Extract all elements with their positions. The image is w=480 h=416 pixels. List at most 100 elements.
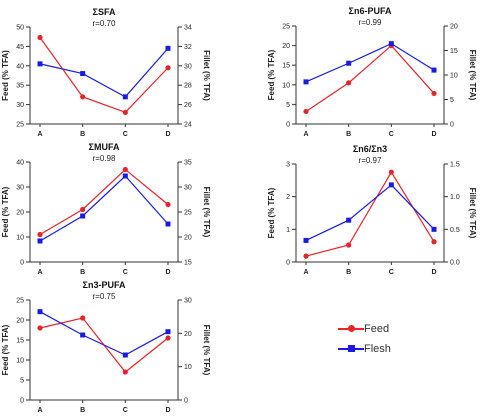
legend-flesh-marker bbox=[348, 345, 355, 352]
y-tick-label-right: 15 bbox=[450, 48, 458, 55]
feed-point bbox=[37, 231, 43, 238]
y-tick-label-left: 0 bbox=[286, 260, 290, 267]
y-tick-label-right: 0 bbox=[184, 398, 188, 405]
chart-title: Σn6/Σn3 bbox=[353, 144, 387, 154]
x-tick-label: C bbox=[123, 269, 128, 276]
y-tick-label-left: 25 bbox=[16, 298, 24, 305]
series-line-flesh bbox=[305, 42, 435, 83]
chart-title: ΣSFA bbox=[93, 7, 116, 17]
flesh-point bbox=[165, 329, 171, 335]
y-tick-label-right: 10 bbox=[184, 364, 192, 371]
chart-title: ΣMUFA bbox=[89, 142, 120, 152]
y-tick-label-right: 26 bbox=[184, 102, 192, 109]
feed-point bbox=[303, 108, 309, 115]
y-tick-label-left: 1 bbox=[286, 227, 290, 234]
flesh-point bbox=[122, 352, 128, 358]
flesh-point bbox=[122, 173, 128, 179]
x-tick-label: A bbox=[303, 131, 308, 138]
y-tick-label-left: 15 bbox=[16, 338, 24, 345]
feed-point bbox=[388, 169, 394, 175]
series-line-feed bbox=[305, 44, 435, 112]
y-tick-label-right: 20 bbox=[184, 235, 192, 242]
y-tick-label-right: 24 bbox=[184, 122, 192, 129]
y-tick-label-right: 28 bbox=[184, 83, 192, 90]
flesh-point bbox=[165, 45, 171, 51]
chart-panel: 0 1 2 3 0.0 0.5 1.0 1.5 A B C D Feed (% TFA) Fillet (… bbox=[267, 144, 477, 276]
flesh-point bbox=[346, 60, 352, 66]
chart-title: Σn3-PUFA bbox=[83, 280, 126, 290]
y-tick-label-left: 0 bbox=[286, 122, 290, 129]
y-tick-label-right: 10 bbox=[450, 73, 458, 80]
x-tick-label: A bbox=[37, 269, 42, 276]
y-tick-label-left: 0 bbox=[20, 260, 24, 267]
x-tick-label: A bbox=[37, 131, 42, 138]
y-tick-label-right: 0.5 bbox=[450, 227, 460, 234]
y-tick-label-left: 40 bbox=[16, 160, 24, 167]
y-axis-label-left: Feed (% TFA) bbox=[267, 187, 276, 238]
feed-point bbox=[37, 34, 43, 41]
y-axis-label-left: Feed (% TFA) bbox=[1, 186, 10, 237]
flesh-point bbox=[37, 309, 43, 315]
y-tick-label-left: 0 bbox=[20, 398, 24, 405]
y-tick-label-right: 32 bbox=[184, 44, 192, 51]
flesh-point bbox=[346, 217, 352, 223]
x-tick-label: B bbox=[80, 131, 85, 138]
y-tick-label-left: 50 bbox=[16, 25, 24, 32]
flesh-point bbox=[303, 237, 309, 243]
y-tick-label-right: 1.5 bbox=[450, 162, 460, 169]
y-tick-label-left: 25 bbox=[16, 122, 24, 129]
chart-panel: 0 5 10 15 20 25 0 10 20 30 A B C D Feed (% TFA) Fillet … bbox=[1, 280, 211, 414]
x-tick-label: D bbox=[165, 407, 170, 414]
feed-point bbox=[346, 80, 352, 86]
x-tick-label: D bbox=[165, 131, 170, 138]
feed-point bbox=[431, 239, 437, 245]
y-tick-label-left: 10 bbox=[282, 82, 290, 89]
x-tick-label: C bbox=[123, 131, 128, 138]
legend-feed-marker bbox=[348, 325, 355, 332]
y-tick-label-left: 10 bbox=[16, 358, 24, 365]
flesh-point bbox=[431, 226, 437, 232]
flesh-point bbox=[431, 67, 437, 73]
feed-point bbox=[431, 90, 437, 97]
y-tick-label-right: 35 bbox=[184, 160, 192, 167]
y-tick-label-left: 20 bbox=[16, 210, 24, 217]
x-tick-label: D bbox=[431, 131, 436, 138]
y-tick-label-right: 15 bbox=[184, 260, 192, 267]
y-tick-label-left: 25 bbox=[282, 24, 290, 31]
x-tick-label: A bbox=[37, 407, 42, 414]
correlation-annotation: r=0.70 bbox=[93, 19, 116, 28]
y-tick-label-right: 30 bbox=[184, 298, 192, 305]
correlation-annotation: r=0.97 bbox=[359, 156, 382, 165]
y-axis-label-right: Fillet (% TFA) bbox=[468, 188, 477, 239]
series-line-feed bbox=[39, 37, 169, 114]
feed-point bbox=[122, 109, 128, 115]
series-line-flesh bbox=[39, 47, 169, 98]
y-tick-label-left: 40 bbox=[16, 63, 24, 70]
x-tick-label: B bbox=[80, 269, 85, 276]
y-tick-label-right: 0.0 bbox=[450, 260, 460, 267]
feed-point bbox=[80, 206, 86, 213]
y-tick-label-left: 35 bbox=[16, 83, 24, 90]
y-axis-label-left: Feed (% TFA) bbox=[1, 50, 10, 101]
y-tick-label-right: 25 bbox=[184, 210, 192, 217]
x-tick-label: C bbox=[389, 131, 394, 138]
flesh-point bbox=[388, 41, 394, 47]
y-tick-label-left: 20 bbox=[282, 43, 290, 50]
feed-point bbox=[80, 94, 86, 100]
y-tick-label-right: 34 bbox=[184, 25, 192, 32]
y-tick-label-right: 20 bbox=[450, 24, 458, 31]
x-tick-label: D bbox=[165, 269, 170, 276]
flesh-point bbox=[37, 238, 43, 244]
flesh-point bbox=[80, 71, 86, 77]
y-tick-label-left: 30 bbox=[16, 185, 24, 192]
x-tick-label: C bbox=[123, 407, 128, 414]
legend-item-feed: Feed bbox=[334, 322, 454, 336]
x-tick-label: A bbox=[303, 269, 308, 276]
feed-point bbox=[37, 325, 43, 331]
series-line-flesh bbox=[39, 311, 169, 356]
flesh-point bbox=[80, 213, 86, 219]
correlation-annotation: r=0.75 bbox=[93, 292, 116, 301]
legend-item-flesh: Flesh bbox=[334, 342, 454, 356]
x-tick-label: B bbox=[80, 407, 85, 414]
